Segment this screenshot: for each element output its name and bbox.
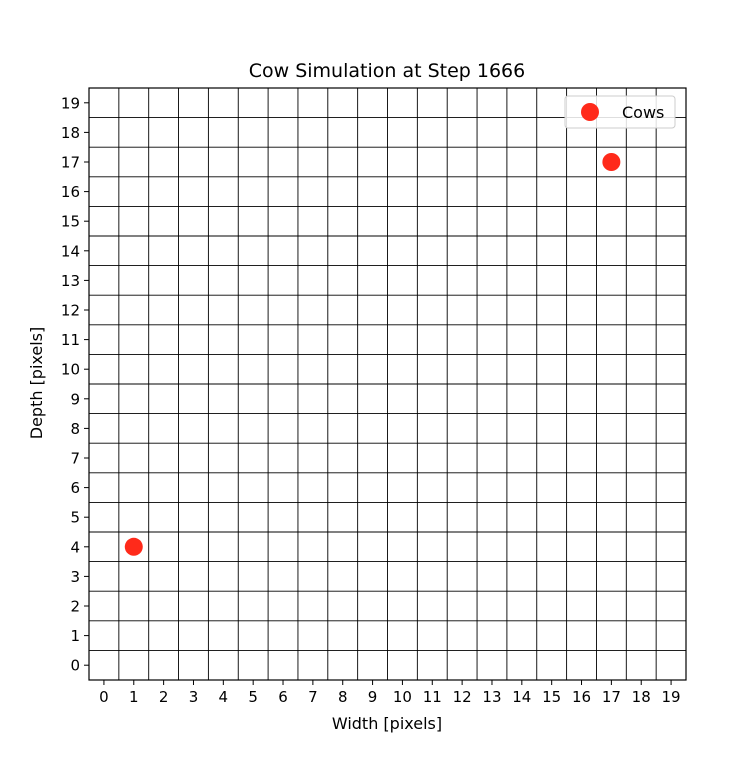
y-tick-label: 18 — [61, 124, 80, 142]
x-tick-label: 8 — [338, 688, 348, 706]
plot-area-frame — [88, 87, 687, 681]
y-tick-label: 8 — [70, 420, 80, 438]
y-tick-label: 16 — [61, 183, 80, 201]
x-tick-label: 14 — [512, 688, 531, 706]
y-tick-label: 4 — [70, 538, 80, 556]
x-tick-label: 17 — [602, 688, 621, 706]
y-tick-label: 12 — [61, 302, 80, 320]
x-tick-label: 12 — [453, 688, 472, 706]
legend-label-cows: Cows — [622, 103, 664, 122]
x-tick-label: 16 — [572, 688, 591, 706]
y-tick-label: 14 — [61, 242, 80, 260]
chart-title: Cow Simulation at Step 1666 — [249, 60, 526, 82]
y-tick-label: 2 — [70, 598, 80, 616]
y-tick-label: 15 — [61, 213, 80, 231]
y-tick-label: 10 — [61, 361, 80, 379]
cow-point — [602, 153, 621, 171]
y-tick-label: 7 — [70, 450, 80, 468]
legend: Cows — [564, 95, 676, 129]
x-axis-ticks: 0 1 2 3 4 5 6 7 8 9 10 11 12 13 14 15 16 17 18 19 — [99, 680, 681, 706]
x-tick-label: 10 — [393, 688, 412, 706]
data-points — [124, 153, 621, 556]
y-tick-label: 5 — [70, 509, 80, 527]
x-tick-label: 11 — [423, 688, 442, 706]
x-tick-label: 6 — [278, 688, 288, 706]
x-tick-label: 5 — [248, 688, 258, 706]
y-tick-label: 11 — [61, 331, 80, 349]
x-tick-label: 9 — [368, 688, 378, 706]
y-axis-label: Depth [pixels] — [27, 327, 46, 440]
x-tick-label: 0 — [99, 688, 109, 706]
x-axis-label: Width [pixels] — [332, 714, 442, 733]
x-tick-label: 4 — [219, 688, 229, 706]
cow-point — [124, 537, 143, 556]
x-tick-label: 13 — [482, 688, 501, 706]
legend-marker-cows — [581, 103, 599, 121]
y-tick-label: 1 — [70, 627, 80, 645]
x-tick-label: 15 — [542, 688, 561, 706]
x-tick-label: 18 — [632, 688, 651, 706]
x-tick-label: 3 — [189, 688, 199, 706]
x-tick-label: 7 — [308, 688, 318, 706]
y-tick-label: 0 — [70, 657, 80, 675]
x-tick-label: 19 — [662, 688, 681, 706]
y-tick-label: 3 — [70, 568, 80, 586]
y-tick-label: 6 — [70, 479, 80, 497]
x-tick-label: 2 — [159, 688, 169, 706]
y-tick-label: 19 — [61, 94, 80, 112]
grid-lines — [89, 88, 686, 680]
y-tick-label: 13 — [61, 272, 80, 290]
x-tick-label: 1 — [129, 688, 139, 706]
y-tick-label: 17 — [61, 154, 80, 172]
y-tick-label: 9 — [70, 390, 80, 408]
